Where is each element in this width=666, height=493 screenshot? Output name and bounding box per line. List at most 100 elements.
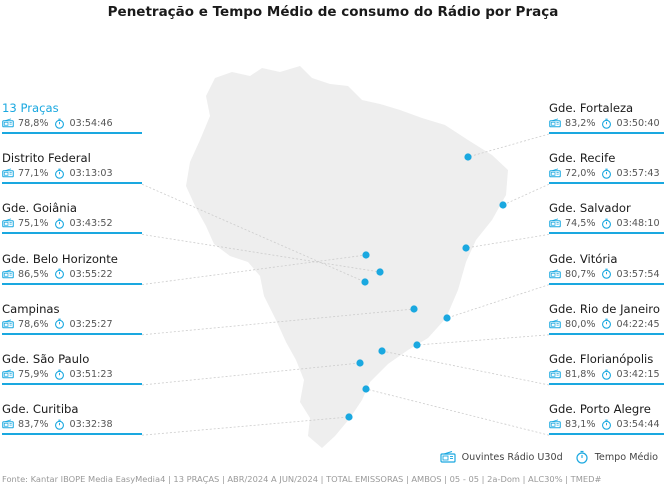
city-gde-sao-paulo: Gde. São Paulo 75,9% 03:51:23 xyxy=(2,352,142,385)
time-value: 03:50:40 xyxy=(616,118,660,129)
stopwatch-icon xyxy=(601,268,612,282)
time-value: 03:43:52 xyxy=(69,218,113,230)
city-stats: 81,8% 03:42:15 xyxy=(549,368,664,382)
leader-line xyxy=(365,388,550,436)
stopwatch-icon xyxy=(576,450,588,464)
city-marker xyxy=(378,347,386,355)
leader-line xyxy=(416,334,550,346)
underline xyxy=(549,232,664,235)
city-name: Gde. Goiânia xyxy=(2,201,77,216)
city-marker xyxy=(462,244,470,252)
city-marker xyxy=(362,251,370,259)
underline xyxy=(549,383,664,385)
stopwatch-icon xyxy=(601,117,612,131)
legend-radio-icon xyxy=(439,451,456,463)
city-name: 13 Praças xyxy=(2,101,59,115)
leader-line xyxy=(381,350,550,386)
penetration-value: 81,8% xyxy=(565,369,596,380)
radio-icon xyxy=(2,318,14,332)
city-stats: 74,5% 03:48:10 xyxy=(549,217,664,231)
radio-icon xyxy=(549,117,561,131)
stopwatch-icon xyxy=(601,418,612,432)
city-marker xyxy=(464,153,472,161)
city-markers xyxy=(345,153,507,421)
radio-icon xyxy=(549,167,561,181)
city-gde-recife: Gde. Recife 72,0% 03:57:43 xyxy=(549,151,664,185)
city-name: Campinas xyxy=(2,301,60,316)
underline xyxy=(2,332,142,335)
stopwatch-icon xyxy=(54,217,65,231)
time-value: 03:51:23 xyxy=(69,369,113,380)
city-marker xyxy=(345,413,353,421)
city-marker xyxy=(361,278,369,286)
stopwatch-icon xyxy=(54,418,65,432)
time-value: 03:54:44 xyxy=(616,419,660,431)
radio-icon xyxy=(439,451,456,463)
city-name: Gde. Belo Horizonte xyxy=(2,251,118,266)
underline xyxy=(549,332,664,335)
city-stats: 77,1% 03:13:03 xyxy=(2,167,142,181)
underline xyxy=(2,232,142,235)
penetration-value: 78,8% xyxy=(18,118,49,129)
time-value: 03:55:22 xyxy=(69,268,113,280)
stopwatch-icon xyxy=(54,368,65,382)
city-distrito-federal: Distrito Federal 77,1% 03:13:03 xyxy=(2,151,142,185)
underline xyxy=(549,182,664,185)
radio-icon xyxy=(549,368,561,382)
stopwatch-icon xyxy=(601,318,612,332)
city-gde-porto-alegre: Gde. Porto Alegre 83,1% 03:54:44 xyxy=(549,402,664,436)
city-stats: 75,9% 03:51:23 xyxy=(2,368,142,382)
leader-line xyxy=(141,234,381,273)
city-name: Distrito Federal xyxy=(2,151,91,166)
city-name: Gde. Salvador xyxy=(549,201,631,216)
radio-icon xyxy=(2,418,14,432)
time-value: 03:32:38 xyxy=(69,419,113,431)
leader-line xyxy=(141,308,415,336)
penetration-value: 86,5% xyxy=(18,268,49,280)
radio-icon xyxy=(2,268,14,282)
legend-stopwatch-icon xyxy=(575,450,589,464)
time-value: 03:48:10 xyxy=(616,218,660,230)
penetration-value: 80,7% xyxy=(565,268,596,280)
stopwatch-icon xyxy=(54,268,65,282)
stopwatch-icon xyxy=(601,217,612,231)
underline xyxy=(2,182,142,185)
underline xyxy=(2,383,142,385)
city-name: Gde. Rio de Janeiro xyxy=(549,301,660,316)
city-gde-rio-de-janeiro: Gde. Rio de Janeiro 80,0% 04:22:45 xyxy=(549,302,664,335)
legend-listeners-label: Ouvintes Rádio U30d xyxy=(461,451,563,463)
legend: Ouvintes Rádio U30d Tempo Médio xyxy=(439,450,658,464)
city-name: Gde. Curitiba xyxy=(2,402,79,417)
radio-icon xyxy=(2,217,14,231)
city-stats: 78,8% 03:54:46 xyxy=(2,117,142,131)
city-marker xyxy=(376,268,384,276)
time-value: 04:22:45 xyxy=(616,318,660,330)
city-stats: 83,1% 03:54:44 xyxy=(549,418,664,432)
city-gde-curitiba: Gde. Curitiba 83,7% 03:32:38 xyxy=(2,402,142,436)
underline xyxy=(549,433,664,436)
city-campinas: Campinas 78,6% 03:25:27 xyxy=(2,302,142,335)
city-stats: 83,7% 03:32:38 xyxy=(2,418,142,432)
city-name: Gde. Florianópolis xyxy=(549,352,654,366)
stopwatch-icon xyxy=(601,167,612,181)
penetration-value: 77,1% xyxy=(18,168,49,180)
legend-time-label: Tempo Médio xyxy=(594,451,658,463)
leader-line xyxy=(502,183,550,206)
underline xyxy=(2,282,142,285)
city-name: Gde. São Paulo xyxy=(2,352,90,366)
city-stats: 75,1% 03:43:52 xyxy=(2,217,142,231)
city-stats: 83,2% 03:50:40 xyxy=(549,117,664,131)
penetration-value: 83,2% xyxy=(565,118,596,129)
underline xyxy=(2,132,142,134)
time-value: 03:25:27 xyxy=(69,318,113,330)
penetration-value: 80,0% xyxy=(565,318,596,330)
city-stats: 80,0% 04:22:45 xyxy=(549,318,664,332)
penetration-value: 74,5% xyxy=(565,218,596,230)
time-value: 03:42:15 xyxy=(616,369,660,380)
radio-icon xyxy=(2,167,14,181)
city-marker xyxy=(362,385,370,393)
city-name: Gde. Fortaleza xyxy=(549,101,634,115)
city-gde-vitoria: Gde. Vitória 80,7% 03:57:54 xyxy=(549,252,664,285)
city-marker xyxy=(413,341,421,349)
